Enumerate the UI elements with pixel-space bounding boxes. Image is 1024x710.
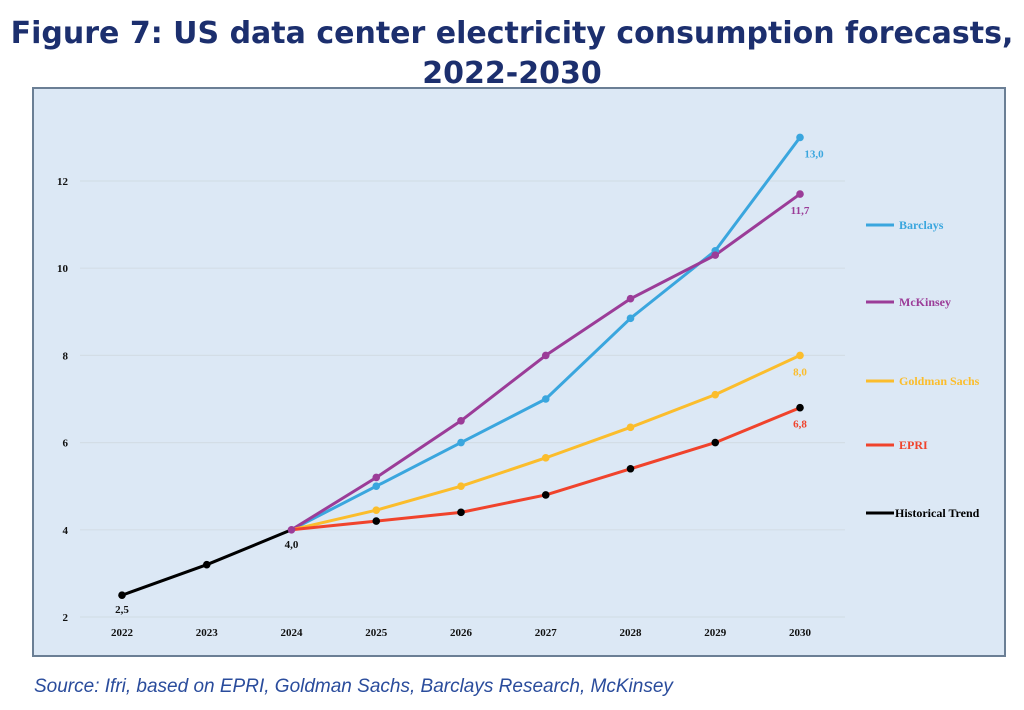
data-point xyxy=(541,351,550,360)
y-tick-label: 8 xyxy=(63,350,69,362)
data-point xyxy=(711,390,720,399)
title-line-2: 2022-2030 xyxy=(422,56,602,91)
x-tick-label: 2022 xyxy=(111,627,134,639)
data-point xyxy=(796,403,804,412)
data-point xyxy=(626,464,635,473)
data-point xyxy=(457,438,465,447)
x-tick-label: 2025 xyxy=(365,627,388,639)
data-point xyxy=(372,482,381,491)
legend-label: McKinsey xyxy=(899,295,951,309)
data-point xyxy=(541,454,550,462)
data-point xyxy=(711,438,720,447)
legend-item: Goldman Sachs xyxy=(866,374,980,388)
legend-label: Historical Trend xyxy=(895,506,980,520)
x-tick-label: 2030 xyxy=(789,627,812,639)
data-point xyxy=(372,517,381,525)
data-point xyxy=(287,526,296,534)
legend-item: Barclays xyxy=(866,218,944,232)
data-label: 8,0 xyxy=(793,366,807,378)
x-tick-label: 2026 xyxy=(450,627,473,639)
data-point xyxy=(796,190,804,198)
data-point xyxy=(796,351,804,360)
data-label: 4,0 xyxy=(285,539,299,551)
data-point xyxy=(372,506,381,514)
data-point xyxy=(457,417,465,425)
legend-item: McKinsey xyxy=(866,295,951,309)
data-point xyxy=(457,508,465,517)
data-point xyxy=(796,133,804,142)
source-note: Source: Ifri, based on EPRI, Goldman Sac… xyxy=(34,676,673,697)
legend-item: Historical Trend xyxy=(866,506,980,520)
y-tick-label: 6 xyxy=(63,438,69,450)
data-point xyxy=(626,294,635,303)
data-point xyxy=(626,314,635,323)
x-tick-label: 2028 xyxy=(620,627,643,639)
data-point xyxy=(202,560,211,569)
data-point xyxy=(541,491,550,499)
legend-label: Goldman Sachs xyxy=(899,374,980,388)
legend-label: EPRI xyxy=(899,438,928,452)
data-point xyxy=(118,591,126,599)
data-point xyxy=(541,395,550,403)
data-label: 6,8 xyxy=(793,419,807,431)
data-point xyxy=(626,423,635,432)
chart-title: Figure 7: US data center electricity con… xyxy=(0,14,1024,94)
data-label: 2,5 xyxy=(115,604,129,616)
legend-label: Barclays xyxy=(899,218,944,232)
plot-background xyxy=(32,87,1006,657)
y-tick-label: 2 xyxy=(63,612,69,624)
data-point xyxy=(457,482,465,491)
x-tick-label: 2029 xyxy=(704,627,727,639)
x-tick-label: 2023 xyxy=(196,627,219,639)
x-tick-label: 2027 xyxy=(535,627,558,639)
data-point xyxy=(711,251,720,259)
data-label: 11,7 xyxy=(791,205,810,217)
y-tick-label: 12 xyxy=(57,176,69,188)
y-tick-label: 10 xyxy=(57,263,69,275)
data-point xyxy=(372,473,381,482)
data-label: 13,0 xyxy=(804,148,824,160)
y-tick-label: 4 xyxy=(63,525,69,537)
x-tick-label: 2024 xyxy=(281,627,304,639)
legend-item: EPRI xyxy=(866,438,928,452)
title-line-1: Figure 7: US data center electricity con… xyxy=(10,16,1014,51)
